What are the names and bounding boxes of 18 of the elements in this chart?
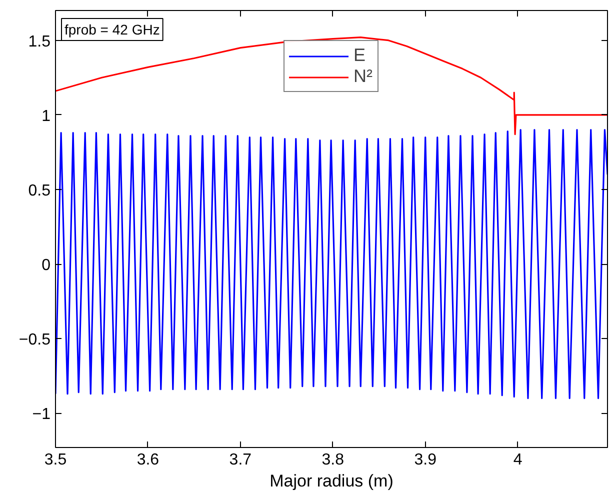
y-tick-label: 0	[42, 257, 51, 274]
x-tick-label: 3.6	[136, 452, 160, 468]
y-tick-label: 1	[42, 108, 51, 125]
x-tick-label: 3.7	[229, 452, 252, 468]
y-tick-label: −1	[32, 406, 51, 424]
y-tick-label: 1.5	[28, 33, 51, 50]
y-tick-label: −0.5	[18, 332, 51, 349]
x-tick-label: 3.5	[44, 452, 67, 468]
annotation: fprob = 42 GHz	[64, 22, 160, 38]
x-tick-label: 3.9	[414, 452, 437, 468]
legend-label: E	[354, 45, 367, 66]
x-tick-label: 4	[513, 452, 522, 468]
line-series	[56, 129, 608, 400]
y-tick-label: 0.5	[28, 182, 51, 200]
legend-label: N²	[354, 66, 374, 87]
line-series	[56, 36, 608, 136]
x-axis-title: Major radius (m)	[270, 472, 394, 490]
x-tick-label: 3.8	[322, 452, 344, 468]
